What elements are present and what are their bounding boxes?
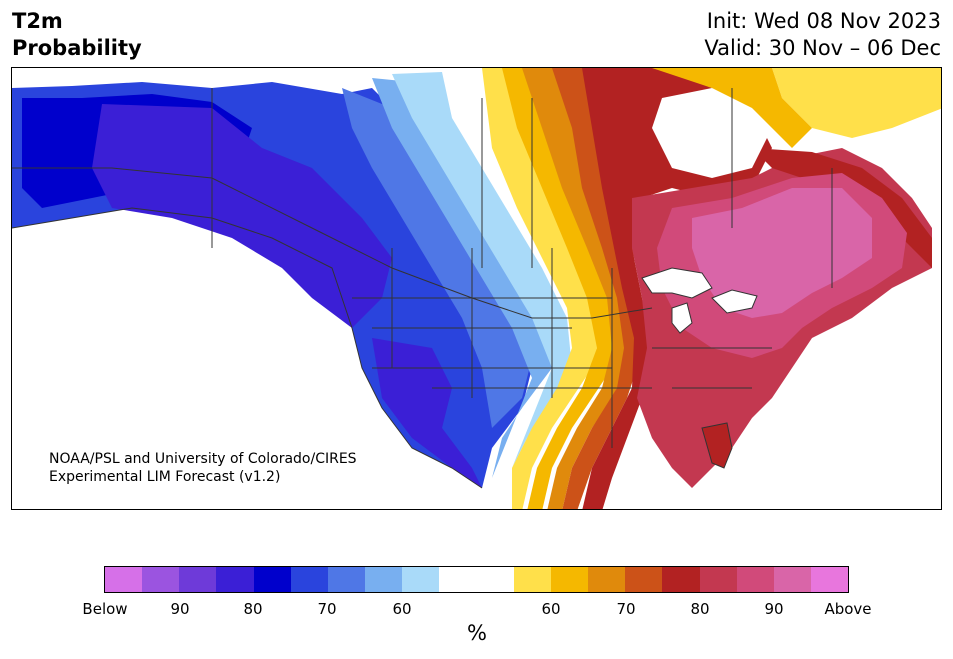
colorbar-segment bbox=[699, 567, 737, 592]
colorbar-tick-label: 60 bbox=[392, 600, 412, 618]
colorbar-segment bbox=[513, 567, 551, 592]
colorbar-segment bbox=[179, 567, 217, 592]
colorbar-tick-label: 60 bbox=[541, 600, 561, 618]
colorbar-tick-label: 80 bbox=[690, 600, 710, 618]
colorbar-segment bbox=[402, 567, 440, 592]
colorbar-segment bbox=[662, 567, 700, 592]
colorbar-segment bbox=[290, 567, 328, 592]
title-line-2: Probability bbox=[12, 36, 142, 60]
colorbar-segment bbox=[588, 567, 626, 592]
region-arctic-gold bbox=[652, 68, 812, 148]
colorbar-segment bbox=[810, 567, 849, 592]
credit-line-2: Experimental LIM Forecast (v1.2) bbox=[49, 469, 281, 485]
colorbar-segment bbox=[365, 567, 403, 592]
init-date: Init: Wed 08 Nov 2023 bbox=[706, 9, 941, 33]
colorbar-tick-label: Below bbox=[82, 600, 128, 618]
region-orange bbox=[522, 68, 632, 509]
colorbar-tick-label: Above bbox=[824, 600, 872, 618]
credit-text: NOAA/PSL and University of Colorado/CIRE… bbox=[49, 450, 357, 486]
colorbar-segment bbox=[736, 567, 774, 592]
colorbar-segment bbox=[327, 567, 366, 592]
region-florida bbox=[701, 422, 733, 469]
colorbar-tick-label: 80 bbox=[243, 600, 263, 618]
valid-date: Valid: 30 Nov – 06 Dec bbox=[704, 36, 941, 60]
region-hudson-bay bbox=[652, 88, 772, 178]
region-yellow bbox=[482, 68, 602, 509]
credit-line-1: NOAA/PSL and University of Colorado/CIRE… bbox=[49, 451, 357, 467]
colorbar-tick-label: 70 bbox=[317, 600, 337, 618]
region-red-east bbox=[752, 148, 932, 268]
colorbar-tick-label: 90 bbox=[170, 600, 190, 618]
colorbar-segment bbox=[773, 567, 811, 592]
region-burnt bbox=[552, 68, 642, 509]
colorbar bbox=[104, 566, 849, 593]
map-panel bbox=[11, 67, 942, 510]
colorbar-segment bbox=[550, 567, 589, 592]
colorbar-tick-label: 90 bbox=[764, 600, 784, 618]
colorbar-tick-label: 70 bbox=[616, 600, 636, 618]
region-west-deep bbox=[92, 104, 392, 328]
title-line-1: T2m bbox=[12, 9, 63, 33]
forecast-dates: Init: Wed 08 Nov 2023 Valid: 30 Nov – 06… bbox=[704, 8, 941, 62]
region-red bbox=[582, 68, 772, 509]
region-west-deep-south bbox=[372, 338, 482, 488]
colorbar-segment bbox=[439, 567, 477, 592]
chart-title: T2m Probability bbox=[12, 8, 142, 62]
colorbar-segment bbox=[476, 567, 514, 592]
region-plains-pale bbox=[392, 72, 572, 468]
colorbar-segment bbox=[105, 567, 143, 592]
colorbar-segment bbox=[216, 567, 254, 592]
colorbar-unit: % bbox=[467, 621, 487, 645]
great-lakes bbox=[641, 267, 758, 334]
colorbar-segment bbox=[253, 567, 291, 592]
political-borders bbox=[12, 88, 833, 489]
probability-map bbox=[12, 68, 941, 509]
region-west-light bbox=[342, 88, 532, 428]
region-arctic-yellow bbox=[772, 68, 941, 138]
colorbar-segment bbox=[142, 567, 180, 592]
region-pink bbox=[692, 188, 872, 318]
colorbar-segment bbox=[625, 567, 663, 592]
